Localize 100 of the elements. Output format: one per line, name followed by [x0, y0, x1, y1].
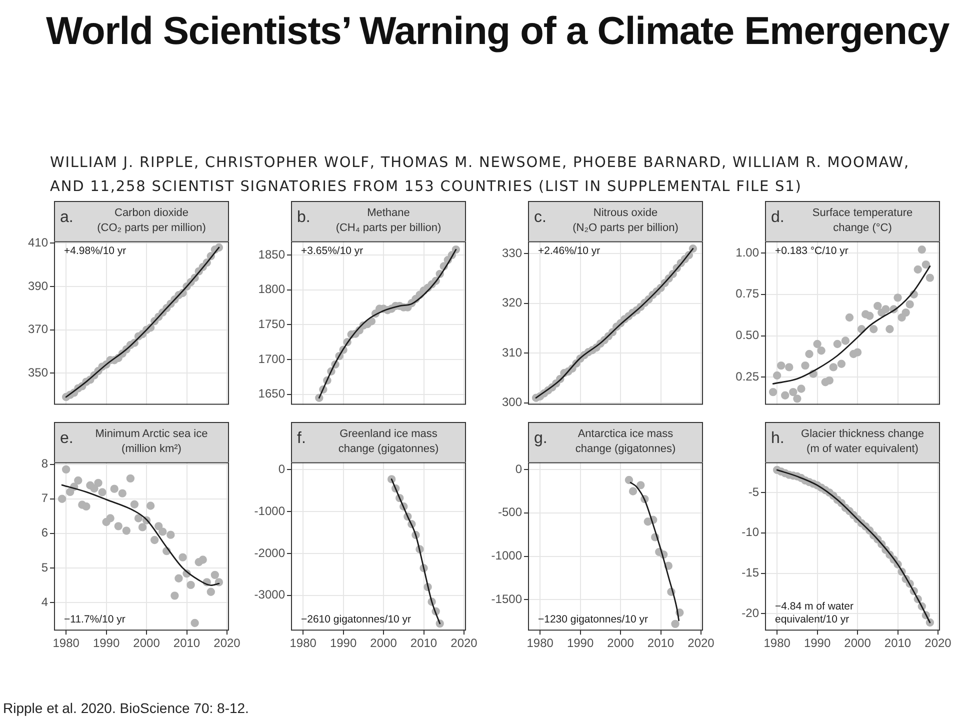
point [886, 325, 894, 334]
point [178, 553, 187, 562]
x-tick-label: 1980 [290, 636, 317, 650]
point [894, 294, 902, 302]
point [793, 394, 802, 403]
point [98, 488, 106, 496]
x-tick-label: 2000 [844, 636, 872, 650]
x-tick-label: 2020 [450, 636, 478, 650]
point [138, 523, 147, 532]
x-tick-label: 2020 [924, 636, 952, 650]
y-tick-label: 8 [41, 456, 48, 471]
point [866, 312, 874, 320]
point [82, 502, 90, 511]
point [902, 308, 910, 317]
point [106, 514, 114, 522]
point [817, 346, 826, 355]
point [768, 388, 778, 396]
point [874, 302, 882, 310]
point [367, 317, 376, 326]
chart-title: e. Minimum Arctic sea ice (million km²) [60, 428, 208, 456]
point [837, 360, 846, 368]
point [833, 340, 842, 348]
y-tick-label: 5 [41, 560, 48, 574]
point [90, 484, 98, 493]
chart-title: g. Antarctica ice mass change (gigatonnes) [534, 428, 676, 456]
text: World Scientists’ Warning of a Climate Emergency [46, 10, 950, 54]
point [853, 348, 862, 356]
point [914, 265, 922, 274]
y-tick-label: 410 [28, 235, 48, 250]
annotation: +4.98%/10 yr [64, 245, 127, 258]
y-tick-label: -10 [742, 525, 760, 540]
y-tick-label: -1500 [491, 592, 522, 606]
point [122, 526, 131, 535]
point [66, 488, 74, 496]
chart-title: a. Carbon dioxide (CO₂ parts per million) [60, 207, 206, 234]
chart-title: d. Surface temperature change (°C) [771, 207, 913, 234]
y-tick-label: 0 [278, 462, 286, 476]
annotation: −11.7%/10 yr [64, 614, 126, 626]
y-tick-label: -500 [498, 505, 522, 520]
y-tick-label: 0 [515, 462, 522, 476]
y-tick-label: 1700 [258, 352, 286, 366]
x-tick-label: 1980 [52, 636, 80, 650]
point [870, 325, 878, 334]
x-tick-label: 2010 [410, 636, 438, 650]
point [94, 478, 102, 488]
point [671, 620, 680, 628]
annotation: −1230 gigatonnes/10 yr [538, 614, 649, 626]
point [906, 300, 914, 308]
point [62, 465, 70, 474]
point [158, 528, 167, 536]
x-tick-label: 2010 [647, 636, 674, 650]
y-tick-label: 330 [502, 246, 522, 260]
point [845, 313, 854, 322]
y-tick-label: -3000 [254, 588, 286, 602]
y-tick-label: 4 [41, 594, 48, 609]
x-tick-label: 1990 [330, 636, 357, 650]
y-tick-label: 1750 [258, 317, 286, 332]
x-tick-label: 2020 [214, 636, 241, 650]
x-tick-label: 2000 [607, 636, 634, 650]
x-tick-label: 2020 [688, 636, 715, 650]
point [206, 588, 215, 596]
point [126, 474, 135, 483]
chart-title: f. Greenland ice mass change (gigatonnes) [297, 428, 439, 456]
point [74, 476, 82, 485]
y-tick-label: 1650 [258, 386, 286, 401]
point [154, 522, 163, 530]
text: Ripple et al. 2020. BioScience 70: 8-12. [3, 700, 249, 716]
y-tick-label: -1000 [491, 548, 522, 563]
chart-title: b. Methane (CH₄ parts per billion) [297, 207, 442, 234]
x-tick-label: 1990 [566, 636, 594, 650]
point [825, 376, 834, 385]
chart-title: c. Nitrous oxide (N₂O parts per billion) [534, 207, 678, 234]
point [114, 522, 122, 530]
y-tick-label: 7 [41, 491, 48, 506]
point [198, 556, 207, 564]
y-tick-label: 0.25 [736, 369, 760, 384]
point [776, 361, 786, 370]
y-tick-label: -20 [742, 606, 760, 620]
x-tick-label: 2010 [884, 636, 912, 650]
point [150, 536, 159, 544]
x-tick-label: 1980 [526, 636, 554, 650]
point [624, 476, 634, 484]
point [118, 489, 126, 498]
point [926, 274, 934, 282]
point [170, 592, 179, 600]
point [636, 481, 645, 490]
y-tick-label: 310 [502, 345, 522, 360]
y-tick-label: 370 [28, 322, 48, 336]
point [166, 530, 175, 539]
x-tick-label: 2000 [133, 636, 160, 650]
point [805, 350, 814, 358]
point [922, 260, 930, 269]
y-tick-label: 1850 [258, 247, 286, 262]
point [58, 494, 66, 503]
point [110, 484, 118, 493]
y-tick-label: -15 [742, 566, 760, 580]
point [772, 371, 782, 380]
y-tick-label: 350 [28, 365, 48, 380]
y-tick-label: 1.00 [736, 245, 760, 260]
point [130, 500, 139, 508]
